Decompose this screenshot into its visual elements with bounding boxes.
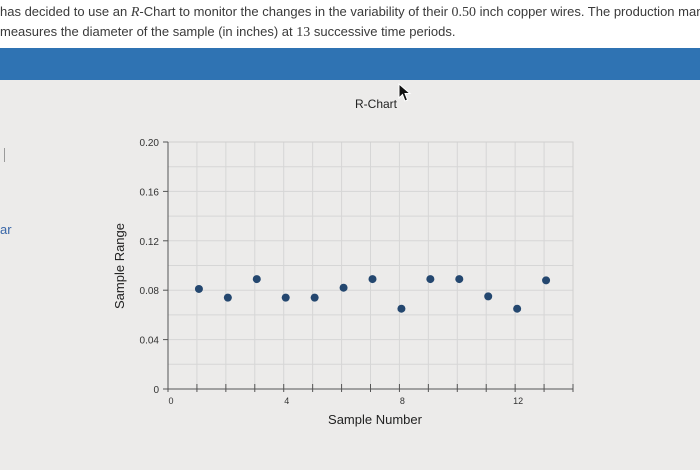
data-point: [368, 275, 377, 284]
data-point: [339, 283, 348, 292]
time-periods-value: 13: [296, 25, 311, 40]
x-tick-label: 0: [168, 396, 173, 406]
left-edge-text-fragment: ar: [0, 222, 12, 237]
y-tick-label: 0.16: [140, 187, 160, 198]
y-tick-label: 0.04: [140, 336, 160, 347]
chart-panel: [0, 80, 700, 470]
left-edge-divider: [4, 148, 5, 162]
data-point: [310, 293, 319, 302]
x-tick-label: 4: [284, 396, 289, 406]
x-axis-label: Sample Number: [328, 412, 423, 427]
x-tick-label: 12: [513, 396, 523, 406]
chart-title: R-Chart: [355, 97, 398, 111]
data-point: [223, 293, 232, 302]
data-point: [397, 304, 406, 313]
y-tick-label: 0: [153, 385, 159, 396]
problem-text-1a: has decided to use an: [0, 4, 131, 19]
problem-line-1: has decided to use an R-Chart to monitor…: [0, 2, 700, 22]
y-axis-label: Sample Range: [112, 223, 127, 309]
r-variable: R: [130, 5, 140, 20]
y-tick-label: 0.20: [140, 138, 160, 149]
problem-text-2b: successive time periods.: [310, 24, 456, 39]
data-points: [194, 275, 551, 313]
x-tick-label: 8: [400, 396, 405, 406]
question-banner: [0, 48, 700, 80]
wire-diameter-value: 0.50: [451, 5, 477, 20]
data-point: [455, 275, 464, 284]
y-tick-label: 0.08: [140, 286, 160, 297]
tick-labels: 0 0.04 0.08 0.12 0.16 0.20 0 4 8 12: [140, 138, 574, 406]
problem-statement: has decided to use an R-Chart to monitor…: [0, 0, 700, 50]
problem-text-1b: -Chart to monitor the changes in the var…: [139, 4, 452, 19]
data-point: [252, 275, 261, 284]
problem-line-2: measures the diameter of the sample (in …: [0, 22, 700, 42]
data-point: [194, 284, 203, 293]
mouse-pointer-icon: [398, 83, 412, 102]
data-point: [542, 276, 551, 285]
grid-lines: [167, 141, 574, 390]
y-tick-label: 0.12: [140, 237, 160, 248]
data-point: [484, 292, 493, 301]
problem-text-1c: inch copper wires. The production mana: [476, 4, 700, 19]
data-point: [426, 275, 435, 284]
problem-text-2a: measures the diameter of the sample (in …: [0, 24, 297, 39]
data-point: [281, 293, 290, 302]
data-point: [513, 304, 522, 313]
